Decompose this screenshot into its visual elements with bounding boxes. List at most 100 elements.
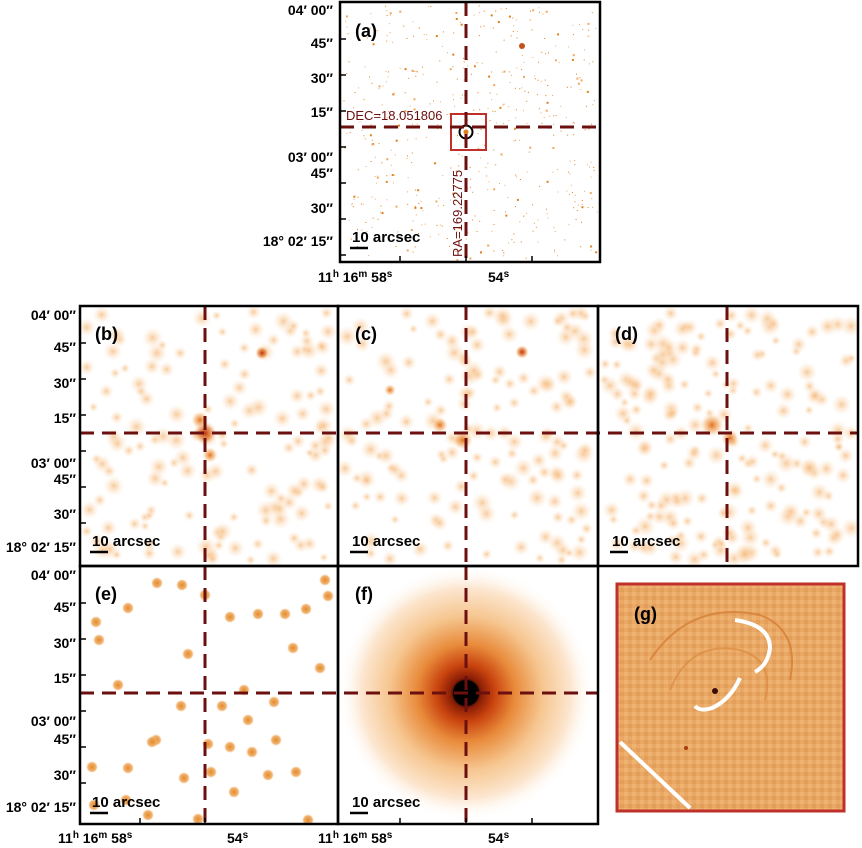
speckle — [378, 85, 381, 88]
speckle — [546, 101, 549, 104]
speckle — [346, 26, 348, 28]
emission-blob — [741, 305, 762, 325]
speckle — [573, 207, 575, 209]
speckle — [422, 210, 424, 212]
emission-dot — [120, 794, 132, 806]
emission-blob — [441, 539, 455, 553]
svg-text:30″: 30″ — [54, 506, 77, 522]
speckle — [343, 100, 345, 102]
emission-blob — [548, 465, 568, 486]
speckle — [560, 130, 562, 132]
emission-dot — [322, 590, 334, 602]
speckle — [545, 208, 547, 210]
emission-blob — [504, 432, 524, 452]
emission-blob — [77, 317, 97, 337]
panel-a-blob — [519, 43, 525, 49]
speckle — [568, 171, 570, 173]
emission-blob — [264, 549, 283, 568]
speckle — [593, 169, 595, 171]
speckle — [554, 59, 557, 62]
speckle — [357, 169, 359, 171]
emission-blob — [156, 339, 168, 351]
speckle — [519, 88, 521, 90]
speckle — [414, 246, 416, 248]
speckle — [542, 13, 544, 15]
panel-d-emission — [598, 305, 862, 570]
emission-blob — [693, 528, 709, 545]
emission-blob — [360, 474, 373, 487]
emission-blob — [408, 323, 419, 334]
speckle — [537, 79, 539, 81]
emission-blob — [765, 315, 782, 332]
emission-blob — [109, 367, 121, 379]
ra-tick-1116-58: 11h 16m 58s — [318, 269, 393, 285]
speckle — [534, 78, 536, 80]
speckle — [534, 75, 536, 77]
speckle — [374, 175, 376, 177]
panel-g-streak-1 — [734, 618, 773, 674]
speckle — [386, 40, 388, 42]
speckle — [587, 164, 588, 166]
speckle — [431, 118, 433, 120]
emission-blob — [608, 535, 626, 553]
emission-blob — [292, 503, 312, 523]
speckle — [537, 219, 539, 221]
speckle — [453, 227, 455, 229]
emission-blob — [725, 376, 742, 392]
panel-g: (g) — [615, 582, 846, 813]
emission-blob — [703, 388, 714, 399]
speckle — [508, 15, 511, 18]
speckle — [477, 92, 479, 94]
speckle — [352, 206, 354, 208]
emission-blob — [145, 468, 165, 489]
speckle — [593, 167, 595, 168]
speckle — [434, 162, 437, 165]
speckle — [495, 164, 497, 166]
speckle — [489, 120, 491, 122]
speckle — [399, 67, 401, 69]
emission-dot — [246, 746, 258, 758]
emission-dot — [142, 809, 154, 821]
panel-a: DEC=18.051806 RA=169.22775 (a) 10 arcsec — [338, 0, 602, 264]
speckle — [421, 224, 423, 226]
emission-blob — [703, 353, 722, 373]
speckle — [572, 192, 573, 194]
emission-blob — [191, 308, 213, 329]
speckle — [545, 95, 547, 97]
speckle — [526, 212, 528, 214]
emission-blob — [107, 433, 128, 454]
speckle — [573, 134, 575, 136]
speckle — [461, 94, 463, 96]
emission-blob — [288, 387, 306, 405]
emission-blob — [315, 479, 330, 494]
speckle — [488, 245, 490, 247]
speckle — [508, 71, 510, 73]
speckle — [574, 122, 575, 124]
speckle — [557, 255, 559, 257]
panel-b-emission — [77, 304, 338, 568]
emission-blob — [374, 350, 397, 373]
speckle — [544, 38, 546, 39]
speckle — [420, 207, 423, 210]
speckle — [411, 152, 413, 154]
ra-tick-f-1116-58: 11h 16m 58s — [318, 830, 393, 846]
speckle — [473, 65, 476, 68]
emission-blob — [635, 439, 654, 458]
speckle — [349, 132, 351, 133]
emission-blob — [695, 330, 707, 343]
svg-text:45″: 45″ — [54, 731, 77, 747]
speckle — [521, 87, 523, 89]
speckle — [503, 255, 505, 257]
speckle — [352, 107, 354, 109]
row2-dec-axis: 04′ 00″ 45″ 30″ 15″ 03′ 00″ 45″ 30″ 18° … — [6, 307, 76, 555]
speckle — [496, 122, 498, 124]
speckle — [449, 68, 452, 71]
speckle — [442, 175, 444, 177]
speckle — [541, 122, 543, 124]
speckle — [595, 27, 597, 29]
emission-blob — [822, 544, 836, 559]
speckle — [532, 204, 534, 206]
emission-blob — [573, 339, 596, 361]
emission-blob — [804, 385, 826, 407]
panel-e-label: (e) — [95, 584, 117, 604]
